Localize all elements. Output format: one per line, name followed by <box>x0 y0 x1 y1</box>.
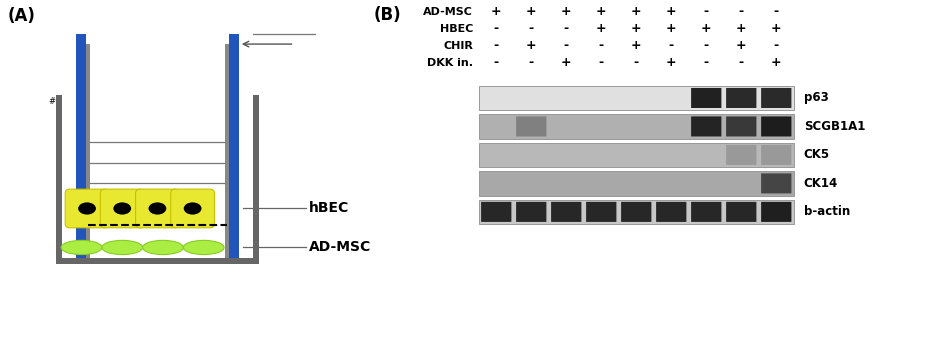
Ellipse shape <box>102 240 143 255</box>
FancyBboxPatch shape <box>726 88 757 108</box>
Text: +: + <box>771 22 782 35</box>
FancyBboxPatch shape <box>691 88 721 108</box>
Ellipse shape <box>148 202 167 215</box>
Ellipse shape <box>61 240 102 255</box>
Ellipse shape <box>183 240 224 255</box>
Text: +: + <box>771 56 782 69</box>
Text: +: + <box>491 5 502 18</box>
Text: -: - <box>739 56 744 69</box>
Text: -: - <box>633 56 639 69</box>
Text: -: - <box>704 56 708 69</box>
FancyBboxPatch shape <box>761 145 792 165</box>
Ellipse shape <box>113 202 131 215</box>
Bar <box>479 86 794 110</box>
FancyBboxPatch shape <box>170 189 215 228</box>
Bar <box>225 44 229 258</box>
Text: -: - <box>774 39 779 52</box>
FancyBboxPatch shape <box>761 173 792 194</box>
Bar <box>56 258 259 264</box>
Text: SCGB1A1: SCGB1A1 <box>804 120 865 133</box>
Text: +: + <box>561 56 571 69</box>
Text: CK14: CK14 <box>804 177 838 190</box>
Text: +: + <box>666 56 677 69</box>
Text: +: + <box>631 39 642 52</box>
FancyBboxPatch shape <box>482 202 511 222</box>
Text: AD-MSC: AD-MSC <box>423 7 473 17</box>
Text: +: + <box>631 5 642 18</box>
FancyBboxPatch shape <box>726 145 757 165</box>
FancyBboxPatch shape <box>657 202 686 222</box>
Bar <box>253 95 259 264</box>
Text: +: + <box>666 5 677 18</box>
FancyBboxPatch shape <box>65 189 109 228</box>
Text: (B): (B) <box>373 6 401 24</box>
FancyBboxPatch shape <box>135 189 180 228</box>
Text: AD-MSC: AD-MSC <box>309 240 371 255</box>
Bar <box>479 171 794 196</box>
Bar <box>56 95 62 264</box>
FancyBboxPatch shape <box>691 116 721 137</box>
FancyBboxPatch shape <box>761 88 792 108</box>
Bar <box>76 34 86 258</box>
FancyBboxPatch shape <box>586 202 617 222</box>
Bar <box>229 34 239 258</box>
Text: -: - <box>564 39 569 52</box>
Text: +: + <box>736 39 746 52</box>
FancyBboxPatch shape <box>516 116 546 137</box>
FancyBboxPatch shape <box>691 202 721 222</box>
Bar <box>479 143 794 167</box>
Text: -: - <box>494 39 499 52</box>
Text: -: - <box>704 5 708 18</box>
FancyBboxPatch shape <box>761 202 792 222</box>
FancyBboxPatch shape <box>100 189 144 228</box>
Text: hBEC: hBEC <box>309 201 349 216</box>
Text: -: - <box>529 22 533 35</box>
Ellipse shape <box>78 202 96 215</box>
Text: b-actin: b-actin <box>804 205 850 218</box>
Text: CHIR: CHIR <box>444 41 473 51</box>
Text: -: - <box>599 56 604 69</box>
Text: p63: p63 <box>804 92 829 104</box>
Text: #: # <box>48 97 56 106</box>
Text: -: - <box>599 39 604 52</box>
Bar <box>86 44 90 258</box>
Text: -: - <box>529 56 533 69</box>
Text: +: + <box>701 22 711 35</box>
Text: +: + <box>561 5 571 18</box>
Text: +: + <box>526 39 536 52</box>
Text: +: + <box>631 22 642 35</box>
Text: +: + <box>596 22 607 35</box>
FancyBboxPatch shape <box>761 116 792 137</box>
Ellipse shape <box>143 240 183 255</box>
FancyBboxPatch shape <box>516 202 546 222</box>
Bar <box>479 114 794 139</box>
Text: -: - <box>494 22 499 35</box>
FancyBboxPatch shape <box>621 202 651 222</box>
Text: (A): (A) <box>7 7 35 25</box>
Text: -: - <box>774 5 779 18</box>
Text: HBEC: HBEC <box>440 24 473 34</box>
Bar <box>479 200 794 224</box>
Text: -: - <box>704 39 708 52</box>
Text: -: - <box>669 39 674 52</box>
Text: CK5: CK5 <box>804 148 830 161</box>
Text: +: + <box>526 5 536 18</box>
FancyBboxPatch shape <box>726 116 757 137</box>
Text: DKK in.: DKK in. <box>427 58 473 68</box>
Ellipse shape <box>183 202 202 215</box>
Text: +: + <box>666 22 677 35</box>
Text: -: - <box>494 56 499 69</box>
Text: +: + <box>596 5 607 18</box>
Text: -: - <box>739 5 744 18</box>
FancyBboxPatch shape <box>726 202 757 222</box>
Text: -: - <box>564 22 569 35</box>
FancyBboxPatch shape <box>551 202 582 222</box>
Text: +: + <box>736 22 746 35</box>
